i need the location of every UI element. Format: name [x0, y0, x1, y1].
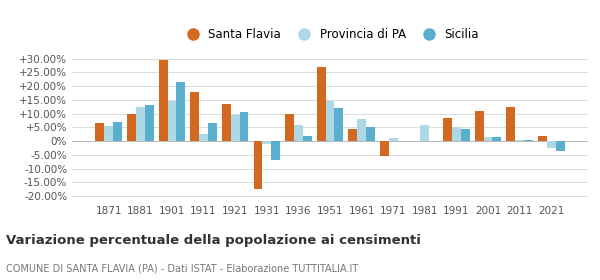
- Bar: [524, 140, 533, 141]
- Bar: [366, 127, 375, 141]
- Bar: [380, 141, 389, 156]
- Text: Variazione percentuale della popolazione ai censimenti: Variazione percentuale della popolazione…: [6, 234, 421, 247]
- Bar: [176, 82, 185, 141]
- Bar: [113, 122, 122, 141]
- Bar: [421, 125, 429, 141]
- Bar: [285, 114, 294, 141]
- Bar: [239, 112, 248, 141]
- Legend: Santa Flavia, Provincia di PA, Sicilia: Santa Flavia, Provincia di PA, Sicilia: [176, 23, 484, 45]
- Bar: [145, 105, 154, 141]
- Bar: [493, 137, 502, 141]
- Bar: [334, 108, 343, 141]
- Bar: [452, 127, 461, 141]
- Text: COMUNE DI SANTA FLAVIA (PA) - Dati ISTAT - Elaborazione TUTTITALIA.IT: COMUNE DI SANTA FLAVIA (PA) - Dati ISTAT…: [6, 263, 358, 274]
- Bar: [317, 67, 326, 141]
- Bar: [506, 107, 515, 141]
- Bar: [349, 129, 357, 141]
- Bar: [461, 129, 470, 141]
- Bar: [199, 134, 208, 141]
- Bar: [357, 119, 366, 141]
- Bar: [389, 138, 398, 141]
- Bar: [484, 137, 493, 141]
- Bar: [294, 125, 303, 141]
- Bar: [547, 141, 556, 148]
- Bar: [326, 101, 334, 141]
- Bar: [262, 141, 271, 144]
- Bar: [231, 115, 239, 141]
- Bar: [556, 141, 565, 151]
- Bar: [475, 111, 484, 141]
- Bar: [538, 136, 547, 141]
- Bar: [443, 118, 452, 141]
- Bar: [303, 136, 311, 141]
- Bar: [254, 141, 262, 189]
- Bar: [104, 126, 113, 141]
- Bar: [515, 140, 524, 141]
- Bar: [95, 123, 104, 141]
- Bar: [127, 114, 136, 141]
- Bar: [271, 141, 280, 160]
- Bar: [167, 101, 176, 141]
- Bar: [190, 92, 199, 141]
- Bar: [208, 123, 217, 141]
- Bar: [158, 60, 167, 141]
- Bar: [136, 107, 145, 141]
- Bar: [222, 104, 231, 141]
